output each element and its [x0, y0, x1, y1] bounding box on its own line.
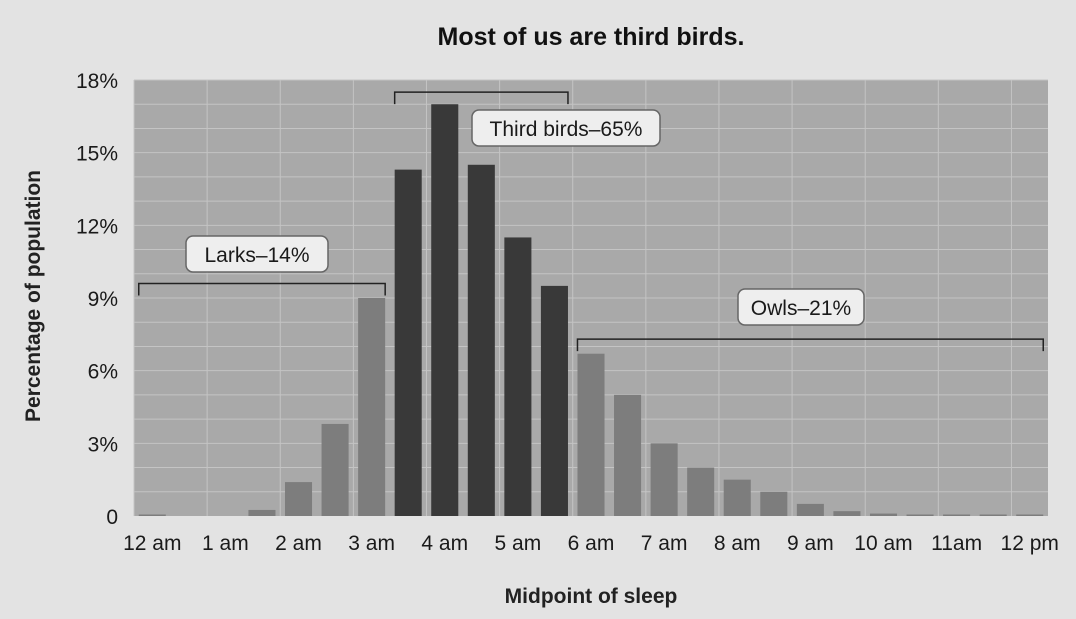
y-tick-label: 15% [76, 143, 118, 166]
x-tick-label: 5 am [495, 532, 542, 555]
bar-5-30-am [540, 285, 568, 516]
x-tick-label: 3 am [348, 532, 395, 555]
x-tick-label: 4 am [421, 532, 468, 555]
x-tick-label: 1 am [202, 532, 249, 555]
bar-8-30-am [760, 491, 788, 516]
bar-8-am [723, 479, 751, 516]
bar-4-30-am [467, 164, 495, 516]
bar-7-am [650, 443, 678, 516]
group-bracket [138, 282, 386, 296]
group-label-box [737, 288, 865, 326]
bar-9-am [796, 503, 824, 516]
y-axis-title: Percentage of population [22, 170, 45, 422]
y-tick-label: 9% [88, 288, 118, 311]
bar-6-30-am [614, 394, 642, 516]
x-axis-title: Midpoint of sleep [505, 585, 678, 608]
x-tick-label: 2 am [275, 532, 322, 555]
bar-2-am [284, 482, 313, 516]
x-tick-label: 8 am [714, 532, 761, 555]
x-tick-label: 12 am [123, 532, 181, 555]
bar-12-pm [1016, 514, 1044, 516]
bar-3-30-am [394, 169, 422, 516]
group-bracket [393, 91, 569, 105]
bar-4-am [431, 104, 459, 516]
group-label-box [471, 109, 661, 147]
group-bracket [576, 338, 1044, 352]
x-tick-label: 12 pm [1001, 532, 1059, 555]
bar-10-30-am [906, 514, 934, 516]
bar-11-30-am [979, 514, 1007, 516]
x-tick-label: 10 am [854, 532, 912, 555]
group-label-box [185, 235, 329, 273]
bar-11-am [943, 514, 971, 516]
bar-3-am [358, 298, 386, 516]
y-tick-label: 6% [88, 361, 118, 384]
bar-10-am [869, 513, 898, 516]
x-tick-label: 9 am [787, 532, 834, 555]
bar-12-am [138, 514, 166, 516]
y-tick-label: 0 [106, 506, 118, 529]
x-tick-label: 7 am [641, 532, 688, 555]
bar-9-30-am [833, 511, 861, 516]
group-label: Larks–14% [204, 244, 309, 267]
bar-5-am [504, 237, 532, 516]
plot-area: 0 3% 6% 9% 12% 15% 18% 12 am 1 am 2 am 3 am 4 am 5 a… [76, 70, 1059, 555]
group-label: Third birds–65% [490, 118, 643, 141]
y-tick-label: 3% [88, 433, 118, 456]
bar-1-30-am [248, 509, 276, 516]
bar-2-30-am [321, 423, 349, 516]
group-label: Owls–21% [751, 297, 851, 320]
x-tick-label: 6 am [568, 532, 615, 555]
x-tick-label: 11am [931, 532, 982, 555]
bar-6-am [577, 353, 605, 516]
chart-title: Most of us are third birds. [438, 23, 745, 51]
y-tick-label: 12% [76, 215, 118, 238]
y-tick-label: 18% [76, 70, 118, 93]
bar-7-30-am [687, 467, 715, 516]
